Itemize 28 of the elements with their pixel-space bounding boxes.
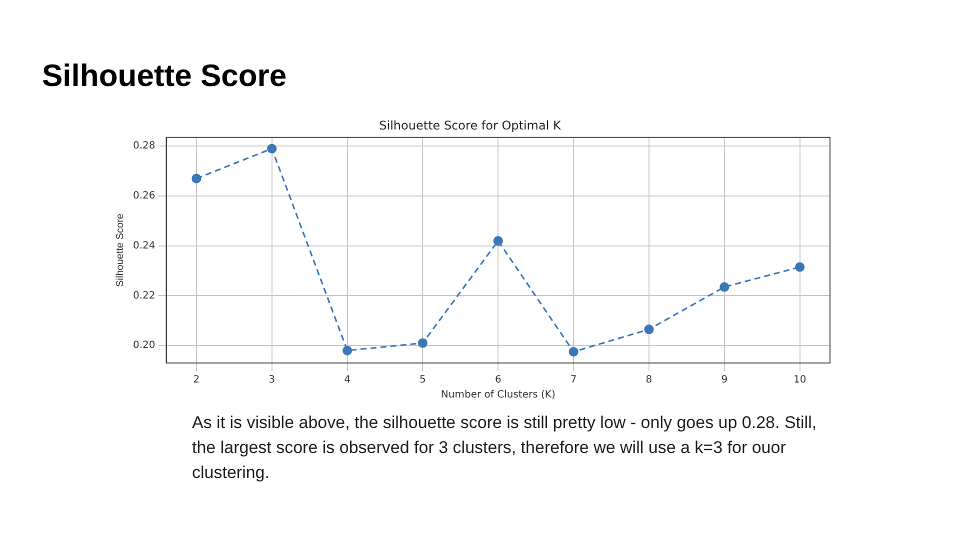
point	[644, 324, 654, 334]
y-tick-label: 0.26	[133, 190, 156, 202]
x-tick-label: 8	[646, 374, 652, 386]
y-tick-label: 0.24	[133, 240, 156, 252]
point	[418, 338, 428, 348]
x-tick-label: 3	[268, 374, 276, 386]
y-tick-label: 0.28	[133, 140, 156, 152]
x-axis-title: Number of Clusters (K)	[440, 390, 556, 401]
chart-subtitle: Silhouette Score for Optimal K	[379, 118, 562, 132]
point	[192, 174, 202, 184]
chart-title: Silhouette Score	[42, 58, 287, 94]
point	[568, 346, 578, 357]
x-tick-label: 7	[570, 374, 577, 386]
x-tick-label: 6	[494, 374, 502, 386]
x-tick-label: 2	[193, 374, 200, 386]
point	[493, 236, 503, 246]
y-tick-label: 0.20	[133, 340, 156, 352]
text: As it is visible above, the silhouette score is still pretty low - only goes up 0.28. Still, the largest score is observed for 3 clusters, therefore we will use a k=3 for ouor clustering.	[192, 412, 818, 484]
x-tick-label: 5	[420, 374, 426, 386]
point	[342, 346, 352, 356]
x-tick-label: 4	[344, 374, 350, 386]
y-tick-label: 0.22	[133, 290, 156, 302]
point	[795, 262, 805, 272]
x-tick-label: 10	[793, 374, 806, 386]
y-axis-title: Silhouette Score	[114, 213, 126, 287]
point	[720, 282, 730, 292]
x-tick-label: 9	[721, 374, 728, 386]
point	[267, 144, 277, 154]
